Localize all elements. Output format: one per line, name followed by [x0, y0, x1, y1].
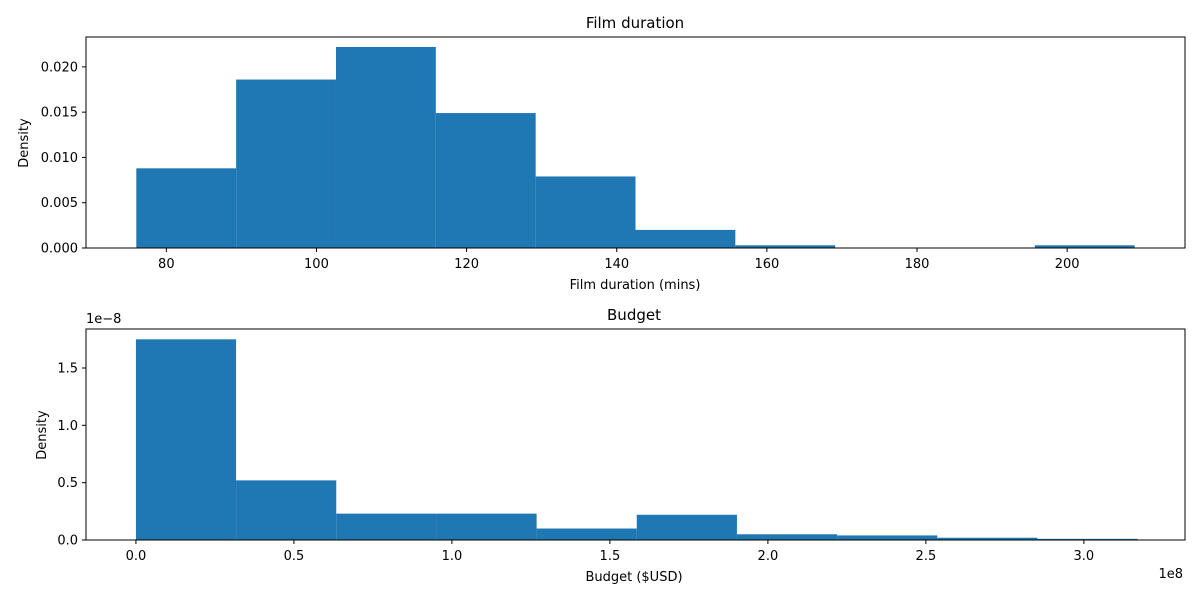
- histogram-bar: [636, 514, 737, 540]
- histogram-bar: [736, 534, 838, 540]
- bars: [135, 339, 1138, 541]
- x-tick-label: 0.0: [126, 549, 147, 564]
- y-axis-label: Density: [35, 410, 50, 460]
- histogram-bar: [435, 113, 536, 248]
- x-tick-label: 2.0: [758, 549, 779, 564]
- x-axis-label: Budget ($USD): [585, 570, 682, 585]
- histogram-bar: [335, 46, 436, 249]
- film-duration-panel: Film duration 80 100 120 140 160 180 200 0.000…: [17, 14, 1186, 293]
- axes-frame: [85, 36, 1186, 249]
- y-tick-label: 1.0: [57, 419, 78, 434]
- x-tick-label: 180: [905, 257, 930, 272]
- chart-title: Budget: [607, 306, 661, 324]
- x-tick-label: 1.5: [600, 549, 621, 564]
- x-tick-label: 140: [604, 257, 629, 272]
- x-tick-label: 200: [1055, 257, 1080, 272]
- x-tick-label: 120: [454, 257, 479, 272]
- histogram-bar: [1034, 245, 1135, 248]
- x-tick-label: 100: [304, 257, 329, 272]
- x-ticks: 80 100 120 140 160 180 200: [158, 248, 1080, 272]
- y-ticks: 0.000 0.005 0.010 0.015 0.020: [41, 60, 86, 257]
- histogram-bar: [535, 176, 636, 248]
- chart-title: Film duration: [586, 14, 684, 32]
- y-ticks: 0.0 0.5 1.0 1.5: [57, 361, 86, 549]
- histogram-bar: [837, 535, 938, 540]
- histogram-bar: [236, 79, 336, 248]
- histogram-bar: [136, 168, 237, 248]
- x-tick-label: 160: [754, 257, 779, 272]
- y-tick-label: 0.0: [57, 534, 78, 549]
- histogram-bar: [436, 513, 537, 541]
- histogram-bar: [135, 339, 237, 540]
- histogram-bar: [336, 513, 437, 541]
- y-tick-label: 0.015: [41, 106, 78, 121]
- histogram-bar: [536, 528, 637, 540]
- y-axis-label: Density: [17, 118, 32, 168]
- x-tick-label: 3.0: [1074, 549, 1095, 564]
- x-ticks: 0.0 0.5 1.0 1.5 2.0 2.5 3.0: [126, 540, 1095, 564]
- x-offset-label: 1e8: [1158, 567, 1183, 582]
- x-tick-label: 2.5: [916, 549, 937, 564]
- y-tick-label: 1.5: [57, 361, 78, 376]
- histogram-bar: [735, 245, 836, 248]
- y-offset-label: 1e−8: [86, 312, 121, 327]
- x-tick-label: 80: [158, 257, 175, 272]
- y-tick-label: 0.000: [41, 242, 78, 257]
- budget-panel: Budget 1e−8 0.0 0.5 1.0 1.5 2.0 2.5 3.0 0.0 0.5…: [35, 306, 1186, 585]
- y-tick-label: 0.010: [41, 151, 78, 166]
- axes-frame: [85, 328, 1186, 541]
- x-tick-label: 1.0: [442, 549, 463, 564]
- histogram-bar: [1037, 538, 1138, 540]
- y-tick-label: 0.020: [41, 60, 78, 75]
- x-axis-label: Film duration (mins): [570, 278, 701, 293]
- histogram-bar: [635, 229, 736, 248]
- histogram-bar: [236, 480, 337, 540]
- bars: [136, 46, 1135, 249]
- y-tick-label: 0.005: [41, 196, 78, 211]
- x-tick-label: 0.5: [284, 549, 305, 564]
- y-tick-label: 0.5: [57, 476, 78, 491]
- histogram-bar: [937, 537, 1038, 540]
